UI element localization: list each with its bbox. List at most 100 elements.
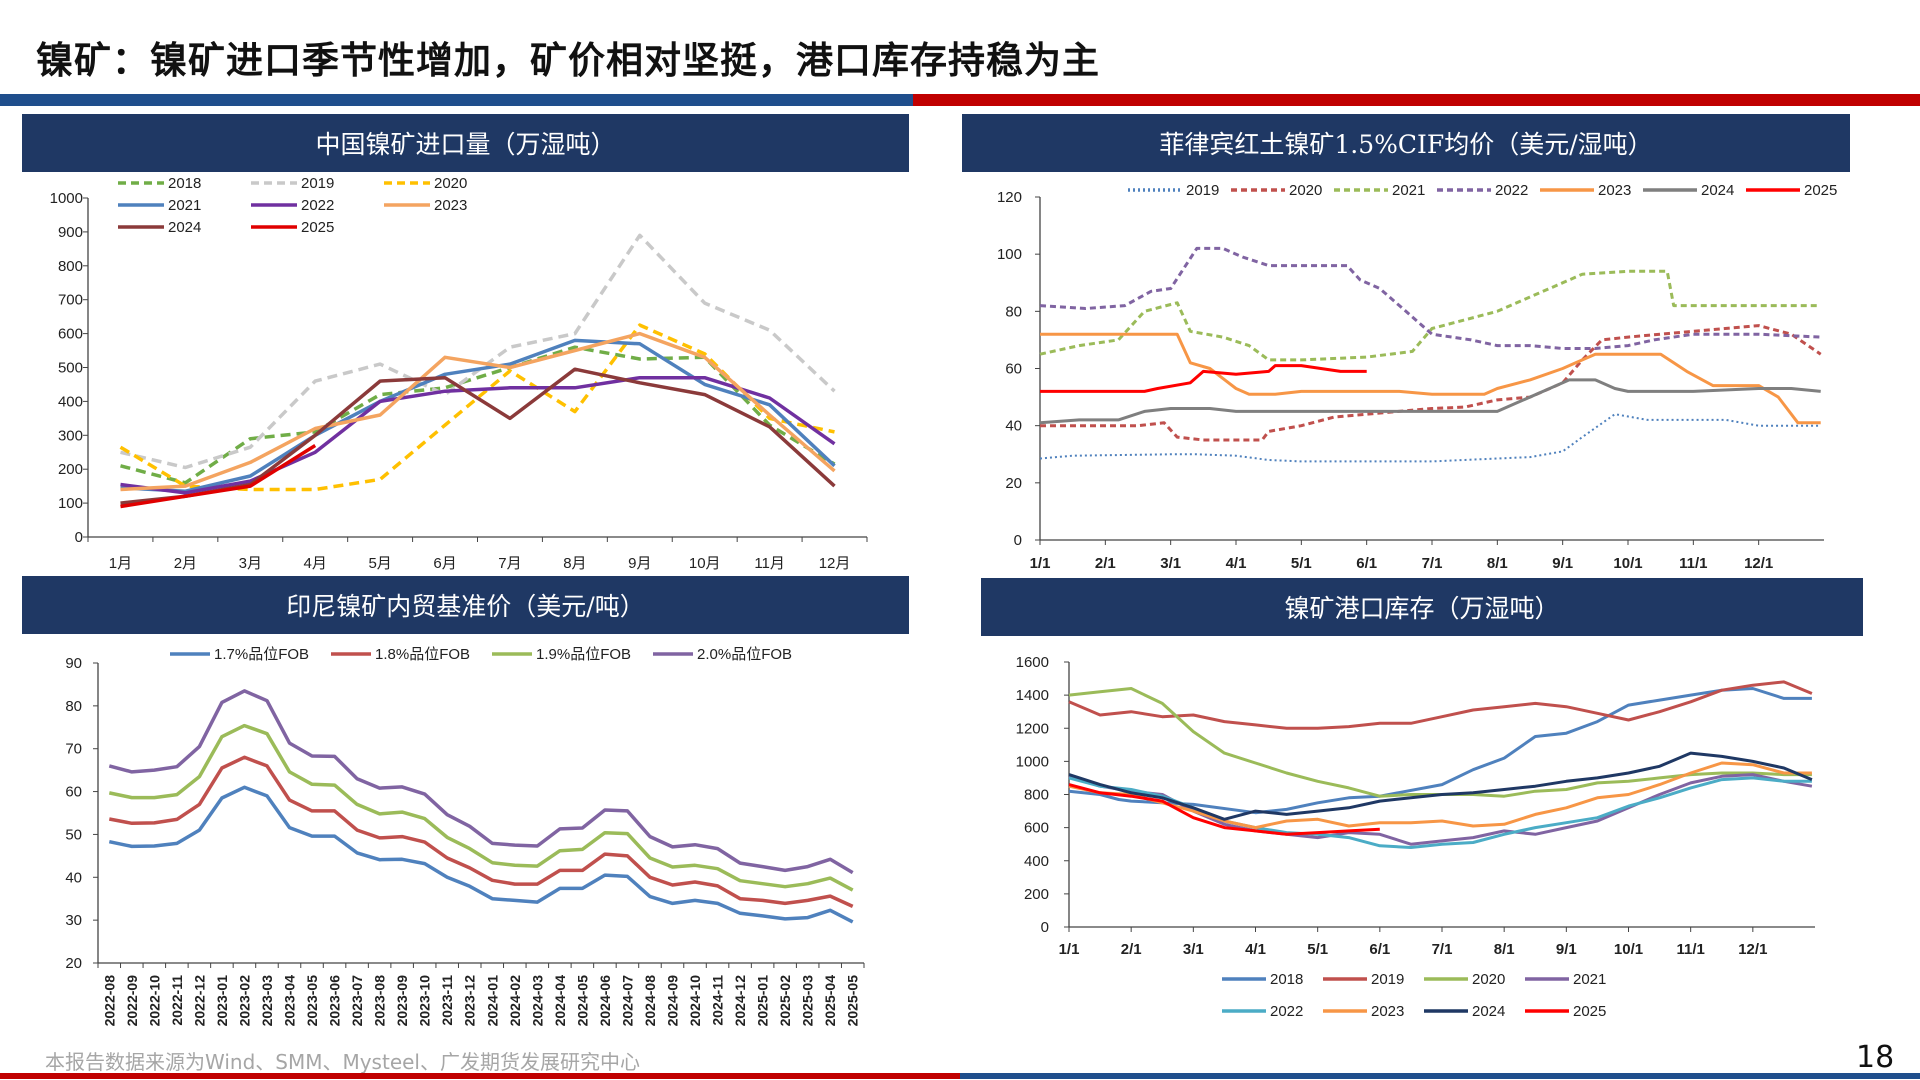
y-tick-label: 20 xyxy=(65,955,82,972)
legend-label-2019: 2019 xyxy=(1371,971,1404,988)
y-tick-label: 600 xyxy=(58,326,83,343)
x-tick-label: 2025-04 xyxy=(822,975,838,1027)
y-tick-label: 0 xyxy=(1014,532,1022,549)
legend-label-2020: 2020 xyxy=(434,175,467,192)
x-tick-label: 12月 xyxy=(819,555,851,572)
series-line-2019 xyxy=(120,233,836,470)
legend-label-2020: 2020 xyxy=(1472,971,1505,988)
x-tick-label: 2023-04 xyxy=(282,975,298,1027)
x-tick-label: 2024-03 xyxy=(529,975,545,1027)
x-tick-label: 2023-08 xyxy=(372,975,388,1027)
legend-label-2025: 2025 xyxy=(1804,182,1837,199)
x-tick-label: 2024-04 xyxy=(552,975,568,1027)
x-tick-label: 2023-07 xyxy=(349,975,365,1027)
y-tick-label: 90 xyxy=(65,655,82,672)
y-tick-label: 1000 xyxy=(1016,753,1049,770)
y-tick-label: 1000 xyxy=(50,190,83,207)
x-tick-label: 2/1 xyxy=(1095,555,1116,572)
x-tick-label: 2023-12 xyxy=(462,975,478,1027)
x-tick-label: 8/1 xyxy=(1494,941,1515,958)
y-tick-label: 900 xyxy=(58,224,83,241)
x-tick-label: 9/1 xyxy=(1552,555,1573,572)
x-tick-label: 2月 xyxy=(174,555,197,572)
legend-label-2025: 2025 xyxy=(301,219,334,236)
x-tick-label: 2023-01 xyxy=(214,975,230,1027)
x-tick-label: 2023-09 xyxy=(394,975,410,1027)
x-tick-label: 7/1 xyxy=(1422,555,1443,572)
x-tick-label: 1/1 xyxy=(1030,555,1051,572)
x-tick-label: 5月 xyxy=(368,555,391,572)
series-line-2025 xyxy=(120,444,317,509)
legend-label-2024: 2024 xyxy=(1472,1003,1505,1020)
x-tick-label: 2023-03 xyxy=(259,975,275,1027)
x-tick-label: 8月 xyxy=(563,555,586,572)
legend-label-2025: 2025 xyxy=(1573,1003,1606,1020)
x-tick-label: 2024-07 xyxy=(619,975,635,1027)
series-line-1.9%品位FOB xyxy=(108,723,854,892)
x-tick-label: 4月 xyxy=(304,555,327,572)
legend-label-2023: 2023 xyxy=(434,197,467,214)
x-tick-label: 2023-06 xyxy=(327,975,343,1027)
y-tick-label: 60 xyxy=(1005,361,1022,378)
x-tick-label: 2022-10 xyxy=(146,975,162,1027)
legend-label-2024: 2024 xyxy=(1701,182,1734,199)
chart2-philippine-ore-price: 0 20 40 60 80 100 120 1/1 2/1 3/1 4/1 5/1 6/1 7/1 8/1 9… xyxy=(997,182,1837,572)
y-tick-label: 200 xyxy=(1024,886,1049,903)
x-tick-label: 6/1 xyxy=(1369,941,1390,958)
x-tick-label: 3/1 xyxy=(1183,941,1204,958)
y-tick-label: 30 xyxy=(65,912,82,929)
legend-label-2019: 2019 xyxy=(301,175,334,192)
x-tick-label: 9月 xyxy=(628,555,651,572)
page-number: 18 xyxy=(1856,1040,1895,1075)
x-tick-label: 5/1 xyxy=(1307,941,1328,958)
legend-label-2023: 2023 xyxy=(1371,1003,1404,1020)
series-line-2018 xyxy=(1068,687,1812,815)
legend-label-2021: 2021 xyxy=(1573,971,1606,988)
series-line-2025 xyxy=(1068,783,1380,836)
series-line-2021 xyxy=(120,338,836,493)
chart3-title: 印尼镍矿内贸基准价（美元/吨） xyxy=(22,576,909,634)
legend-label-1.9%品位FOB: 1.9%品位FOB xyxy=(536,646,631,663)
x-tick-label: 2022-12 xyxy=(191,975,207,1027)
legend-label-2018: 2018 xyxy=(168,175,201,192)
series-line-2024 xyxy=(1068,751,1813,821)
legend-label-2.0%品位FOB: 2.0%品位FOB xyxy=(697,646,792,663)
y-tick-label: 800 xyxy=(58,258,83,275)
legend-label-2018: 2018 xyxy=(1270,971,1303,988)
x-tick-label: 6月 xyxy=(433,555,456,572)
series-line-2022 xyxy=(1039,246,1821,350)
x-tick-label: 12/1 xyxy=(1738,941,1767,958)
y-tick-label: 80 xyxy=(1005,303,1022,320)
x-tick-label: 1月 xyxy=(109,555,132,572)
legend-label-2020: 2020 xyxy=(1289,182,1322,199)
series-line-1.8%品位FOB xyxy=(108,755,854,908)
x-tick-label: 5/1 xyxy=(1291,555,1312,572)
x-tick-label: 7月 xyxy=(498,555,521,572)
y-tick-label: 1400 xyxy=(1016,687,1049,704)
x-tick-label: 3月 xyxy=(239,555,262,572)
series-line-1.7%品位FOB xyxy=(108,785,854,924)
x-tick-label: 2022-08 xyxy=(101,975,117,1027)
y-tick-label: 70 xyxy=(65,741,82,758)
x-tick-label: 2024-05 xyxy=(574,975,590,1027)
x-tick-label: 11/1 xyxy=(1676,941,1704,958)
x-tick-label: 8/1 xyxy=(1487,555,1508,572)
y-tick-label: 300 xyxy=(58,427,83,444)
legend-label-2021: 2021 xyxy=(1392,182,1425,199)
series-line-2023 xyxy=(1068,761,1812,830)
series-line-2022 xyxy=(120,375,836,495)
top-divider-blue xyxy=(0,94,913,106)
legend-label-2021: 2021 xyxy=(168,197,201,214)
x-tick-label: 2/1 xyxy=(1121,941,1142,958)
x-tick-label: 4/1 xyxy=(1226,555,1247,572)
y-tick-label: 400 xyxy=(1024,853,1049,870)
series-line-2021 xyxy=(1039,269,1821,362)
x-tick-label: 12/1 xyxy=(1744,555,1773,572)
x-tick-label: 3/1 xyxy=(1160,555,1181,572)
source-footnote: 本报告数据来源为Wind、SMM、Mysteel、广发期货发展研究中心 xyxy=(45,1050,640,1074)
series-line-2019 xyxy=(1068,680,1813,730)
series-line-2024 xyxy=(1039,378,1821,425)
x-tick-label: 1/1 xyxy=(1059,941,1080,958)
y-tick-label: 120 xyxy=(997,189,1022,206)
bottom-divider-blue xyxy=(960,1073,1920,1079)
